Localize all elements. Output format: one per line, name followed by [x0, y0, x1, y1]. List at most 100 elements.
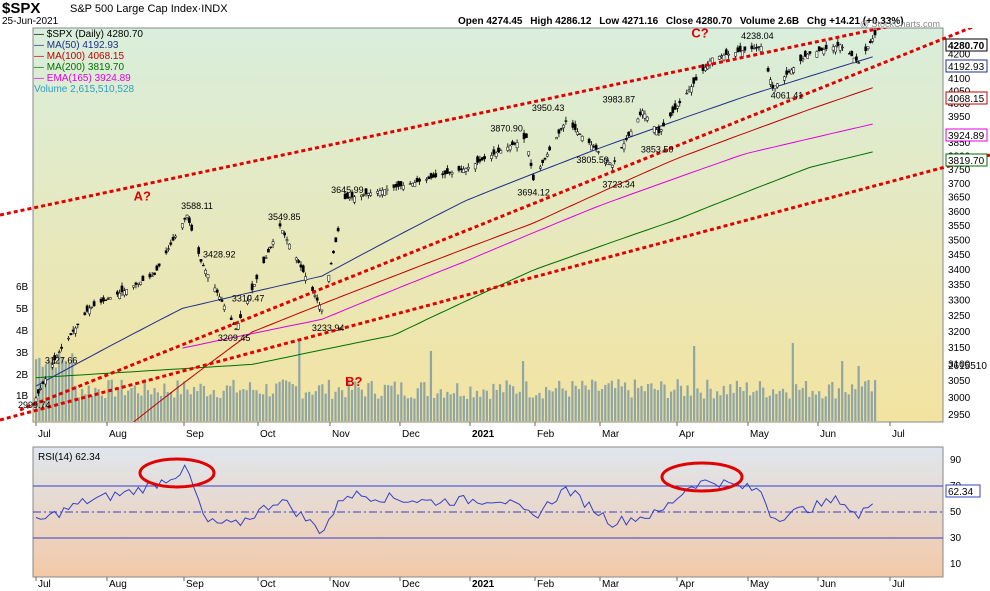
price-candle — [545, 153, 549, 157]
price-candle — [620, 146, 624, 149]
volume-bar — [265, 384, 268, 421]
price-candle — [792, 67, 796, 73]
volume-bar — [212, 389, 215, 421]
price-candle — [687, 89, 691, 92]
volume-bar — [479, 396, 482, 421]
price-candle — [808, 51, 812, 54]
volume-bar — [577, 389, 581, 421]
price-candle — [543, 158, 547, 160]
volume-bar — [179, 394, 182, 421]
volume-bar — [498, 384, 502, 421]
rsi-date-tick-label: Oct — [260, 579, 276, 590]
price-candle — [74, 327, 77, 334]
price-tick-label: 3450 — [948, 250, 971, 261]
price-candle — [418, 178, 421, 182]
price-candle — [332, 250, 335, 254]
volume-bar — [489, 398, 492, 421]
price-tick-label: 3000 — [948, 393, 971, 404]
trendline — [0, 28, 889, 217]
price-candle — [229, 317, 233, 320]
price-candle — [643, 113, 647, 119]
volume-bar — [778, 390, 781, 421]
volume-bar — [94, 387, 97, 421]
volume-bar — [377, 398, 380, 421]
volume-bar — [584, 385, 587, 421]
price-candle — [206, 274, 210, 279]
price-candle — [611, 164, 614, 168]
legend-entry: — $SPX (Daily) 4280.70 — [34, 29, 143, 40]
trendlines — [0, 28, 990, 422]
rsi-tick-label: 30 — [950, 533, 962, 544]
volume-bar — [804, 380, 808, 421]
volume-bar — [617, 379, 620, 421]
price-candle — [655, 129, 658, 136]
price-candle — [385, 188, 389, 192]
rsi-date-tick-label: Jun — [820, 579, 836, 590]
volume-bar — [403, 395, 406, 421]
volume-bar — [136, 393, 140, 421]
volume-tick-label: 3B — [16, 348, 29, 359]
volume-bars — [35, 341, 877, 421]
volume-bar — [847, 394, 850, 421]
volume-bar — [81, 389, 84, 421]
trendline — [19, 28, 975, 412]
price-annotation: 3209.45 — [218, 333, 251, 343]
price-candle — [559, 128, 563, 130]
price-candle — [473, 163, 477, 170]
volume-bar — [561, 388, 564, 421]
price-annotation: 3127.66 — [45, 355, 78, 365]
price-candle — [36, 389, 40, 394]
price-candle — [109, 297, 112, 300]
volume-bar — [314, 391, 317, 421]
volume-bar — [670, 391, 673, 421]
volume-bar — [679, 385, 683, 421]
volume-tick-label: 5B — [16, 304, 29, 315]
price-candle — [220, 299, 224, 302]
volume-bar — [268, 396, 271, 421]
date-tick-label: Jul — [892, 429, 905, 440]
price-candle — [248, 295, 252, 300]
volume-bar — [248, 382, 252, 421]
price-candle — [378, 190, 382, 196]
price-candle — [446, 168, 449, 174]
price-panel-bg — [32, 27, 944, 423]
volume-bar — [311, 394, 314, 421]
price-candle — [717, 56, 721, 60]
price-tags: 4280.70 4192.93 4068.15 3924.89 3819.70 26155… — [945, 38, 988, 372]
volume-bar — [663, 384, 666, 421]
volume-bar — [735, 380, 739, 421]
price-tag-label: 3924.89 — [948, 131, 985, 142]
price-candle — [120, 285, 124, 293]
volume-bar — [640, 385, 643, 421]
price-tag-box — [945, 128, 988, 142]
volume-bar — [390, 385, 393, 421]
price-candle — [287, 243, 291, 250]
volume-bar — [215, 397, 219, 421]
price-candle — [69, 333, 73, 336]
price-candle — [836, 41, 840, 46]
volume-bar — [189, 394, 192, 421]
date-tick-label: Apr — [679, 429, 695, 440]
rsi-title: RSI(14) 62.34 — [38, 452, 101, 463]
volume-bar — [864, 381, 867, 421]
price-candle — [662, 122, 665, 127]
price-candle — [522, 132, 526, 140]
volume-bar — [294, 386, 298, 421]
price-candle — [834, 45, 837, 53]
volume-bar — [515, 393, 518, 421]
price-annotation: 3694.12 — [517, 187, 550, 197]
volume-bar — [834, 398, 837, 421]
volume-bar — [676, 379, 679, 421]
price-candle — [380, 189, 384, 196]
volume-bar — [252, 389, 255, 421]
volume-bar — [396, 394, 400, 421]
volume-bar — [156, 392, 159, 421]
volume-bar — [242, 389, 245, 421]
volume-bar — [795, 384, 798, 421]
volume-bar — [117, 390, 120, 421]
volume-bar — [482, 389, 485, 421]
price-candle — [462, 168, 465, 173]
volume-bar — [867, 380, 870, 421]
volume-bar — [551, 391, 554, 421]
